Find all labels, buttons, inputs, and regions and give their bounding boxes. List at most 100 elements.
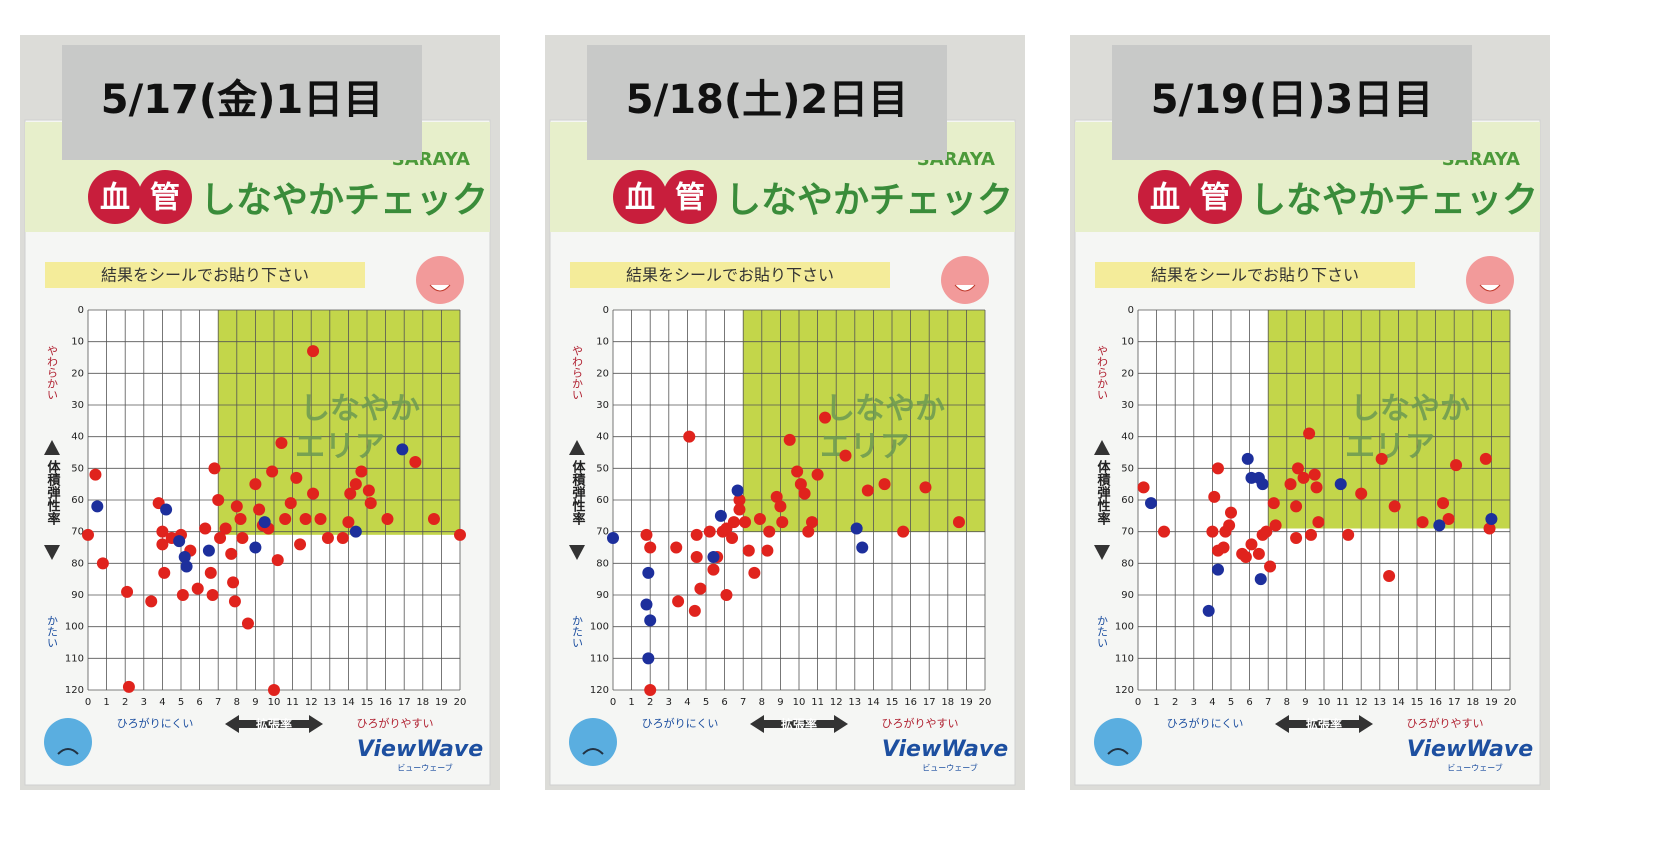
x-axis-label: 拡張率 bbox=[256, 717, 292, 732]
x-tick-label: 3 bbox=[1191, 697, 1197, 708]
y-tick-label: 90 bbox=[596, 590, 609, 601]
sticker-dot bbox=[1304, 528, 1317, 541]
x-tick-label: 12 bbox=[305, 697, 318, 708]
sticker-dot bbox=[1202, 604, 1215, 617]
sticker-dot bbox=[1483, 522, 1496, 535]
badge-circle bbox=[1188, 170, 1242, 224]
sticker-dot bbox=[707, 563, 720, 576]
sticker-dot bbox=[299, 513, 312, 525]
badge-text: 血 bbox=[100, 181, 130, 216]
x-tick-label: 6 bbox=[1246, 697, 1252, 708]
x-tick-label: 16 bbox=[1429, 697, 1442, 708]
sticker-dot bbox=[644, 614, 657, 627]
area-label: エリア bbox=[820, 430, 910, 465]
date-label: 5/18(土)2日目 bbox=[626, 77, 909, 123]
arrow-down bbox=[1094, 545, 1110, 560]
arrow-both bbox=[225, 715, 323, 733]
y-tick-label: 50 bbox=[1121, 463, 1134, 474]
instruction-bg bbox=[570, 262, 890, 288]
sticker-dot bbox=[791, 465, 804, 478]
x-tick-label: 8 bbox=[759, 697, 765, 708]
sticker-dot bbox=[160, 503, 173, 516]
sticker-dot bbox=[688, 604, 701, 617]
logo-sub: ビューウェーブ bbox=[922, 763, 978, 773]
sticker-dot bbox=[253, 503, 266, 516]
y-tick-label: 50 bbox=[71, 463, 84, 474]
sticker-dot bbox=[1388, 500, 1401, 513]
x-tick-label: 15 bbox=[1411, 697, 1424, 708]
x-tick-label: 0 bbox=[1135, 697, 1141, 708]
x-tick-label: 1 bbox=[628, 697, 634, 708]
sticker-dot bbox=[798, 487, 811, 500]
sticker-dot bbox=[897, 525, 910, 538]
sticker-dot bbox=[230, 500, 243, 513]
sticker-dot bbox=[1383, 570, 1396, 582]
x-tick-label: 0 bbox=[610, 697, 616, 708]
sticker-dot bbox=[1217, 541, 1230, 554]
x-tick-label: 14 bbox=[342, 697, 355, 708]
happy-mouth bbox=[1479, 284, 1501, 292]
area-label: エリア bbox=[1345, 430, 1435, 465]
x-tick-label: 14 bbox=[867, 697, 880, 708]
sticker-dot bbox=[714, 509, 727, 522]
sticker-dot bbox=[878, 478, 891, 491]
x-tick-label: 17 bbox=[923, 697, 936, 708]
y-tick-label: 80 bbox=[71, 558, 84, 569]
sticker-dot bbox=[258, 516, 271, 529]
sticker-dot bbox=[204, 566, 217, 579]
sticker-dot bbox=[1290, 500, 1303, 513]
sticker-dot bbox=[294, 538, 307, 551]
sticker-dot bbox=[1260, 525, 1273, 538]
sticker-dot bbox=[640, 598, 653, 611]
x-label-right: ひろがりやすい bbox=[357, 716, 434, 730]
sticker-dot bbox=[1211, 563, 1224, 576]
x-tick-label: 8 bbox=[234, 697, 240, 708]
board-panel: SARAYA血管しなやかチェック5/19(日)3日目結果をシールでお貼り下さい0… bbox=[1070, 35, 1550, 790]
sticker-dot bbox=[952, 516, 965, 529]
x-tick-label: 18 bbox=[1466, 697, 1479, 708]
board-panel: SARAYA血管しなやかチェック5/17(金)1日目結果をシールでお貼り下さい0… bbox=[20, 35, 500, 790]
sticker-dot bbox=[219, 522, 232, 535]
x-tick-label: 3 bbox=[666, 697, 672, 708]
sticker-dot bbox=[156, 538, 169, 551]
y-tick-label: 90 bbox=[1121, 590, 1134, 601]
sticker-dot bbox=[1310, 481, 1323, 494]
sticker-dot bbox=[1433, 519, 1446, 532]
sticker-dot bbox=[364, 497, 377, 510]
heading: しなやかチェック bbox=[1250, 180, 1538, 221]
sticker-dot bbox=[290, 471, 303, 484]
sticker-dot bbox=[214, 532, 227, 544]
x-tick-label: 12 bbox=[1355, 697, 1368, 708]
x-tick-label: 15 bbox=[886, 697, 899, 708]
x-tick-label: 6 bbox=[721, 697, 727, 708]
x-tick-label: 7 bbox=[215, 697, 221, 708]
sticker-dot bbox=[720, 589, 733, 601]
sticker-dot bbox=[742, 544, 755, 557]
y-tick-label: 100 bbox=[590, 622, 609, 633]
x-tick-label: 0 bbox=[85, 697, 91, 708]
sticker-dot bbox=[271, 554, 284, 567]
x-tick-label: 9 bbox=[777, 697, 783, 708]
sticker-dot bbox=[607, 532, 619, 544]
instruction: 結果をシールでお貼り下さい bbox=[626, 266, 834, 285]
y-tick-label: 10 bbox=[71, 337, 84, 348]
sticker-dot bbox=[1303, 427, 1316, 440]
y-tick-label: 80 bbox=[1121, 558, 1134, 569]
sticker-dot bbox=[640, 528, 653, 541]
sticker-dot bbox=[266, 465, 279, 478]
sticker-dot bbox=[158, 566, 171, 579]
heading: しなやかチェック bbox=[200, 180, 488, 221]
y-tick-label: 120 bbox=[590, 685, 609, 696]
sad-mouth bbox=[1107, 748, 1129, 755]
sticker-dot bbox=[1241, 452, 1254, 465]
y-tick-label: 30 bbox=[1121, 400, 1134, 411]
area-label: エリア bbox=[295, 430, 385, 465]
x-tick-label: 17 bbox=[1448, 697, 1461, 708]
sticker-dot bbox=[1290, 532, 1303, 544]
sticker-dot bbox=[199, 522, 212, 535]
date-label-bg bbox=[1112, 45, 1472, 160]
sticker-dot bbox=[1355, 487, 1368, 500]
happy-mouth bbox=[429, 284, 451, 292]
y-axis-label: 体積弾性率 bbox=[570, 459, 587, 526]
sticker-dot bbox=[202, 544, 215, 557]
